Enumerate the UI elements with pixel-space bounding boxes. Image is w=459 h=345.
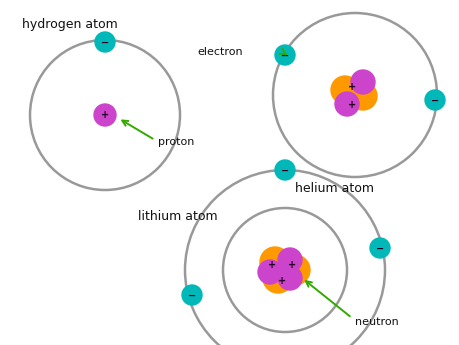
Circle shape bbox=[182, 285, 202, 305]
Circle shape bbox=[257, 260, 281, 284]
Circle shape bbox=[259, 247, 289, 277]
Circle shape bbox=[280, 255, 309, 285]
Text: −: − bbox=[430, 96, 438, 106]
Text: proton: proton bbox=[157, 137, 194, 147]
Text: −: − bbox=[280, 166, 288, 176]
Text: lithium atom: lithium atom bbox=[138, 210, 217, 223]
Text: −: − bbox=[101, 38, 109, 48]
Circle shape bbox=[348, 82, 376, 110]
Text: −: − bbox=[280, 50, 288, 60]
Text: −: − bbox=[375, 244, 383, 254]
Text: electron: electron bbox=[197, 47, 242, 57]
Circle shape bbox=[274, 160, 294, 180]
Circle shape bbox=[334, 92, 358, 116]
Text: helium atom: helium atom bbox=[294, 182, 373, 195]
Text: −: − bbox=[188, 290, 196, 300]
Circle shape bbox=[424, 90, 444, 110]
Text: hydrogen atom: hydrogen atom bbox=[22, 18, 118, 31]
Circle shape bbox=[350, 70, 374, 94]
Circle shape bbox=[277, 266, 302, 290]
Circle shape bbox=[369, 238, 389, 258]
Circle shape bbox=[95, 32, 115, 52]
Text: +: + bbox=[267, 260, 275, 270]
Circle shape bbox=[263, 263, 292, 293]
Text: +: + bbox=[101, 110, 109, 120]
Text: +: + bbox=[347, 81, 355, 91]
Text: neutron: neutron bbox=[354, 317, 398, 327]
Text: +: + bbox=[347, 99, 355, 109]
Circle shape bbox=[94, 104, 116, 126]
Circle shape bbox=[274, 45, 294, 65]
Circle shape bbox=[330, 76, 358, 104]
Circle shape bbox=[277, 248, 302, 272]
Text: +: + bbox=[277, 276, 285, 286]
Text: +: + bbox=[287, 260, 296, 270]
